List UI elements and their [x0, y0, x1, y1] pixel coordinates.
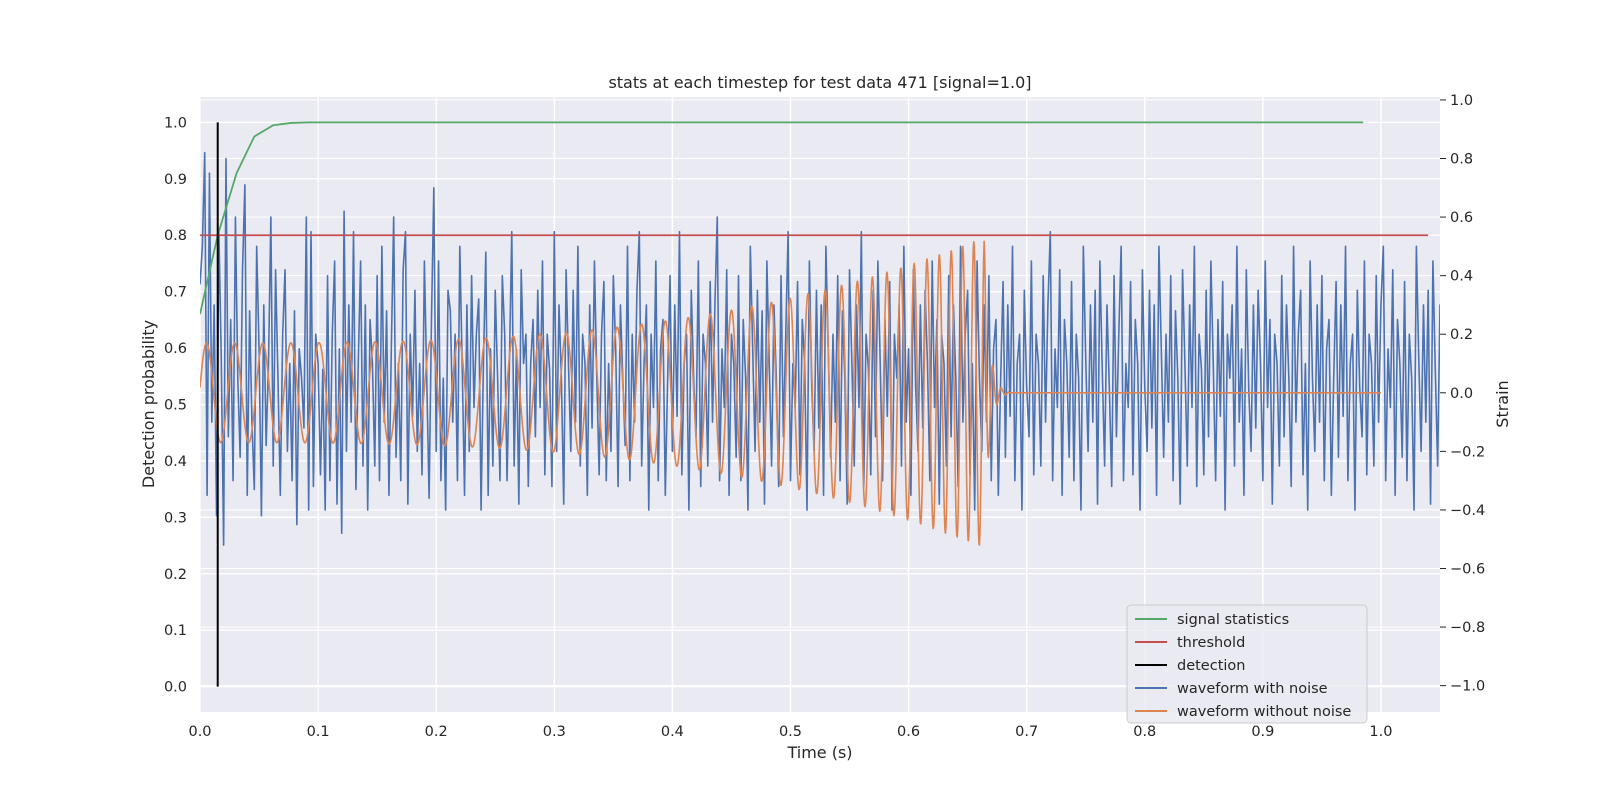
y2-tick-label: 0.0	[1450, 386, 1473, 402]
y2-axis-label: Strain	[1493, 380, 1512, 427]
x-tick-label: 0.0	[188, 724, 211, 740]
x-axis-label: Time (s)	[786, 743, 852, 762]
y-tick-label: 0.1	[164, 623, 187, 639]
y2-tick-label: −1.0	[1450, 679, 1485, 695]
x-tick-label: 0.2	[425, 724, 448, 740]
y2-tick-label: 1.0	[1450, 93, 1473, 109]
waveform-without-noise-line	[200, 240, 1382, 546]
legend-entry: waveform without noise	[1177, 704, 1351, 720]
signal-statistics-line	[200, 121, 1364, 315]
x-tick-label: 0.8	[1133, 724, 1156, 740]
x-tick-label: 1.0	[1369, 724, 1392, 740]
y-tick-label: 0.6	[164, 341, 187, 357]
x-tick-label: 0.1	[307, 724, 330, 740]
y2-tick-label: 0.4	[1450, 269, 1473, 285]
y-tick-label: 0.8	[164, 228, 187, 244]
y2-tick-label: 0.2	[1450, 327, 1473, 343]
y-tick-label: 0.5	[164, 398, 187, 414]
x-tick-label: 0.9	[1251, 724, 1274, 740]
legend-entry: threshold	[1177, 635, 1245, 651]
waveform-with-noise-line	[200, 151, 1440, 546]
legend-entry: waveform with noise	[1177, 681, 1328, 697]
y2-tick-label: −0.4	[1450, 503, 1485, 519]
legend-box	[1126, 604, 1368, 724]
axes-layer: 0.0 0.1 0.2 0.3 0.4 0.5 0.6 0.7 0.8 0.9 1.0 0.0 0.1 0…	[164, 93, 1485, 740]
y2-tick-label: 0.8	[1450, 152, 1473, 168]
legend-entry: detection	[1177, 658, 1245, 674]
y-tick-label: 0.3	[164, 510, 187, 526]
x-tick-label: 0.4	[661, 724, 684, 740]
y-tick-label: 0.0	[164, 680, 187, 696]
y2-tick-label: −0.8	[1450, 620, 1485, 636]
x-tick-label: 0.6	[897, 724, 920, 740]
chart-title: stats at each timestep for test data 471…	[608, 73, 1031, 92]
series-layer	[200, 121, 1440, 687]
y-tick-label: 0.9	[164, 172, 187, 188]
y-axis-label: Detection probability	[139, 320, 158, 488]
y-tick-label: 0.7	[164, 285, 187, 301]
y2-tick-label: −0.6	[1450, 562, 1485, 578]
legend-entry: signal statistics	[1177, 612, 1289, 628]
x-tick-label: 0.5	[779, 724, 802, 740]
y-tick-label: 0.2	[164, 567, 187, 583]
y2-tick-label: 0.6	[1450, 210, 1473, 226]
x-tick-label: 0.7	[1015, 724, 1038, 740]
y2-tick-label: −0.2	[1450, 444, 1485, 460]
y-tick-label: 0.4	[164, 454, 187, 470]
y-tick-label: 1.0	[164, 115, 187, 131]
legend: signal statistics threshold detection wavef…	[1126, 604, 1368, 724]
x-tick-label: 0.3	[543, 724, 566, 740]
